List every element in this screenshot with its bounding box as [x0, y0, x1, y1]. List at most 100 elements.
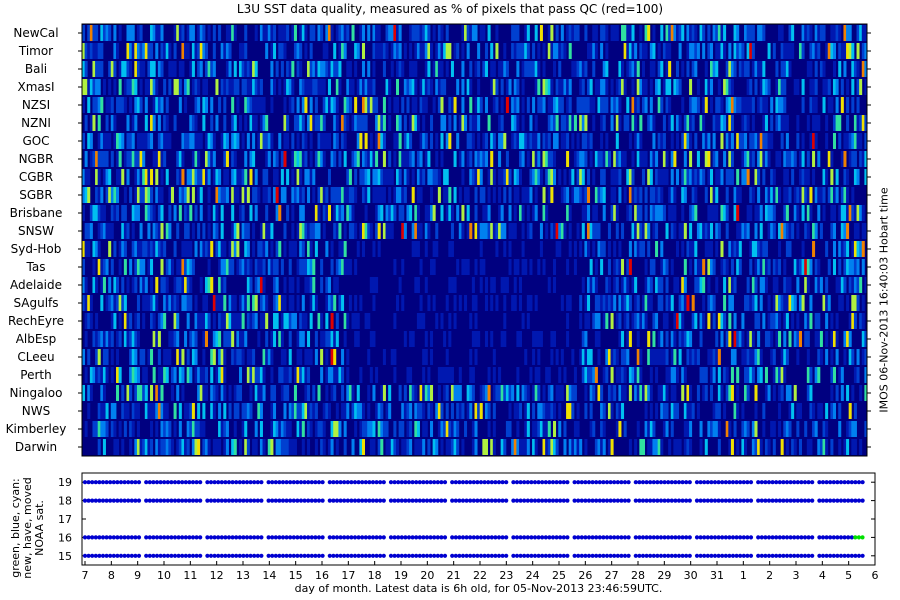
heatmap-cell	[215, 187, 219, 203]
heatmap-cell	[780, 295, 784, 311]
heatmap-cell	[717, 421, 721, 437]
heatmap-cell	[513, 169, 517, 185]
heatmap-cell	[532, 205, 536, 221]
heatmap-cell	[270, 25, 274, 41]
heatmap-cell	[265, 223, 269, 239]
heatmap-cell	[479, 187, 483, 203]
heatmap-cell	[461, 223, 465, 239]
heatmap-cell	[529, 295, 533, 311]
heatmap-cell	[123, 313, 127, 329]
heatmap-cell	[450, 439, 454, 455]
heatmap-cell	[150, 133, 154, 149]
heatmap-cell	[560, 25, 564, 41]
satellite-point	[478, 535, 484, 540]
satellite-point	[673, 498, 678, 503]
heatmap-cell	[458, 295, 462, 311]
heatmap-cell	[445, 133, 449, 149]
satellite-point	[511, 535, 516, 540]
heatmap-cell	[605, 295, 609, 311]
heatmap-cell	[194, 169, 198, 185]
heatmap-cell	[613, 187, 617, 203]
heatmap-cell	[628, 187, 632, 203]
heatmap-cell	[479, 169, 483, 185]
heatmap-cell	[139, 385, 143, 401]
heatmap-cell	[809, 187, 813, 203]
heatmap-cell	[244, 259, 248, 275]
satellite-point	[205, 535, 210, 540]
heatmap-cell	[95, 187, 99, 203]
heatmap-cell	[579, 79, 583, 95]
heatmap-cell	[325, 403, 329, 419]
satellite-point	[345, 535, 350, 540]
satellite-point	[594, 498, 599, 503]
heatmap-cell	[560, 385, 564, 401]
heatmap-cell	[710, 349, 714, 365]
satellite-point	[288, 498, 293, 503]
heatmap-cell	[286, 421, 290, 437]
satellite-point	[655, 498, 660, 503]
heatmap-cell	[804, 223, 808, 239]
heatmap-cell	[652, 205, 656, 221]
heatmap-cell	[320, 367, 324, 383]
satellite-point	[662, 535, 667, 540]
heatmap-cell	[82, 241, 86, 257]
satellite-point	[406, 535, 412, 540]
heatmap-cell	[309, 277, 313, 293]
heatmap-cell	[293, 403, 297, 419]
satellite-point	[367, 553, 372, 558]
heatmap-cell	[231, 205, 235, 221]
heatmap-cell	[409, 79, 413, 95]
heatmap-cell	[846, 241, 850, 257]
heatmap-cell	[500, 115, 504, 131]
heatmap-cell	[600, 115, 604, 131]
satellite-point	[478, 553, 484, 558]
heatmap-cell	[521, 61, 525, 77]
heatmap-cell	[361, 97, 365, 113]
heatmap-cell	[503, 313, 507, 329]
satellite-point	[669, 480, 674, 485]
heatmap-cell	[537, 169, 541, 185]
satellite-point	[626, 480, 631, 485]
satellite-point	[669, 553, 674, 558]
heatmap-cell	[296, 151, 300, 167]
heatmap-cell	[110, 205, 114, 221]
heatmap-cell	[356, 241, 360, 257]
heatmap-cell	[736, 97, 740, 113]
heatmap-cell	[725, 79, 729, 95]
heatmap-cell	[218, 25, 222, 41]
heatmap-cell	[265, 241, 269, 257]
heatmap-cell	[516, 403, 520, 419]
heatmap-cell	[280, 169, 284, 185]
heatmap-cell	[380, 169, 384, 185]
satellite-point	[547, 480, 552, 485]
heatmap-cell	[448, 421, 452, 437]
heatmap-cell	[144, 169, 148, 185]
satellite-point	[709, 553, 714, 558]
heatmap-cell	[754, 295, 758, 311]
heatmap-cell	[390, 349, 394, 365]
heatmap-cell	[396, 61, 400, 77]
heatmap-cell	[89, 151, 93, 167]
heatmap-cell	[341, 205, 345, 221]
heatmap-cell	[422, 439, 426, 455]
heatmap-cell	[749, 331, 753, 347]
heatmap-cell	[806, 115, 810, 131]
x-tick-label: 1	[740, 569, 747, 582]
heatmap-cell	[367, 403, 371, 419]
heatmap-cell	[456, 421, 460, 437]
heatmap-cell	[233, 61, 237, 77]
satellite-point	[828, 480, 833, 485]
heatmap-cell	[244, 331, 248, 347]
heatmap-cell	[199, 421, 203, 437]
heatmap-cell	[832, 43, 836, 59]
heatmap-cell	[427, 61, 431, 77]
heatmap-cell	[396, 97, 400, 113]
heatmap-cell	[757, 151, 761, 167]
heatmap-cell	[84, 367, 88, 383]
heatmap-cell	[207, 439, 211, 455]
heatmap-cell	[817, 313, 821, 329]
heatmap-cell	[215, 367, 219, 383]
heatmap-cell	[838, 439, 842, 455]
heatmap-cell	[683, 169, 687, 185]
satellite-point	[306, 553, 311, 558]
